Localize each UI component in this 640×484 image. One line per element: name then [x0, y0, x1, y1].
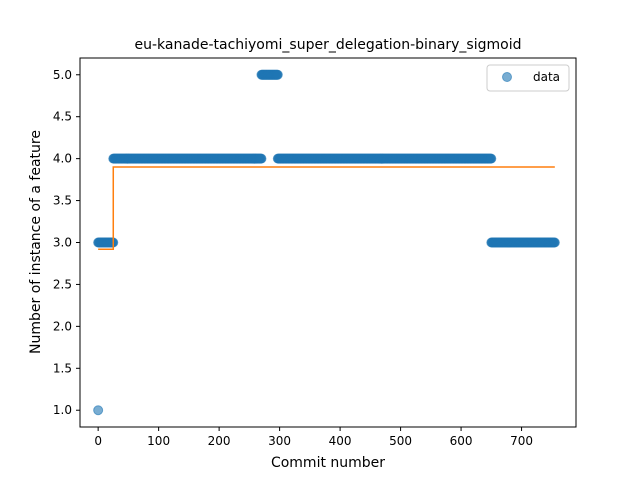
- x-tick-label: 100: [147, 434, 170, 448]
- legend-box: [486, 64, 570, 92]
- y-tick-label: 5.0: [53, 68, 72, 82]
- x-axis: 0 100 200 300 400 500 600 700: [94, 427, 533, 448]
- data-point: [486, 153, 497, 164]
- x-tick-label: 500: [389, 434, 412, 448]
- y-tick-label: 2.0: [53, 319, 72, 333]
- legend-marker-data: [502, 72, 512, 82]
- data-point: [272, 69, 283, 80]
- data-point: [256, 153, 267, 164]
- x-tick-label: 0: [94, 434, 102, 448]
- x-tick-label: 600: [450, 434, 473, 448]
- plot-area: [93, 69, 560, 416]
- x-tick-label: 400: [329, 434, 352, 448]
- y-axis-label: Number of instance of a feature: [28, 130, 44, 354]
- y-tick-label: 3.0: [53, 236, 72, 250]
- y-tick-label: 1.0: [53, 403, 72, 417]
- y-tick-label: 4.0: [53, 152, 72, 166]
- x-tick-label: 700: [510, 434, 533, 448]
- legend: data: [486, 64, 570, 92]
- x-tick-label: 300: [268, 434, 291, 448]
- y-tick-label: 4.5: [53, 110, 72, 124]
- y-tick-label: 3.5: [53, 194, 72, 208]
- data-point: [93, 405, 104, 416]
- legend-label-data: data: [533, 70, 560, 84]
- fit-line: [98, 166, 555, 250]
- y-tick-label: 1.5: [53, 361, 72, 375]
- x-tick-label: 200: [208, 434, 231, 448]
- chart-title: eu-kanade-tachiyomi_super_delegation-bin…: [135, 37, 522, 53]
- y-axis: 1.0 1.5 2.0 2.5 3.0 3.5 4.0 4.5 5.0: [53, 68, 80, 417]
- y-tick-label: 2.5: [53, 277, 72, 291]
- x-axis-label: Commit number: [271, 455, 385, 471]
- data-point: [549, 237, 560, 248]
